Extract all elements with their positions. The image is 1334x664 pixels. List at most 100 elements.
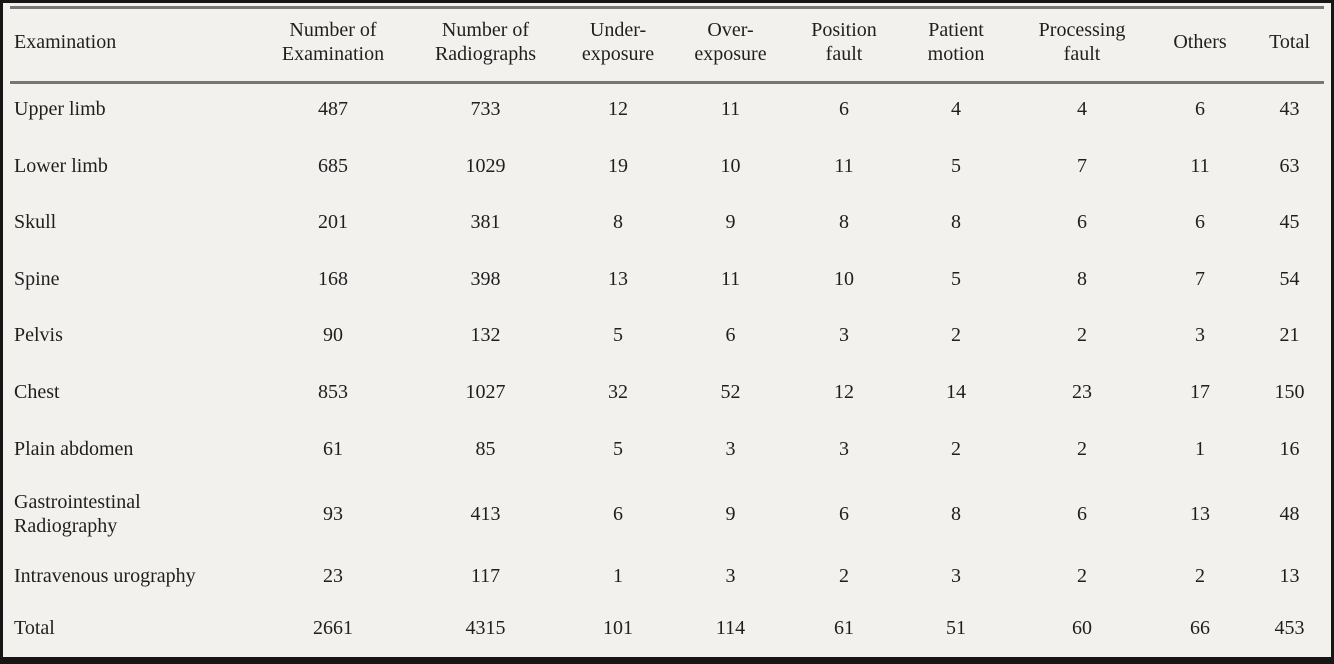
table-cell: 10 <box>720 154 741 177</box>
table-cell: 3 <box>725 564 736 587</box>
row-label: Lower limb <box>14 154 108 177</box>
table-cell: 1 <box>613 564 623 587</box>
table-cell: 13 <box>1190 503 1210 526</box>
table-cell: 2 <box>951 324 961 347</box>
table-cell: 7 <box>1195 267 1205 290</box>
table-cell: 487 <box>318 98 348 121</box>
table-cell: 6 <box>839 503 849 526</box>
row-label: Total <box>14 617 55 640</box>
table-cell: 11 <box>1190 154 1210 177</box>
table-cell: 114 <box>715 617 746 640</box>
table-cell: 2 <box>1195 564 1205 587</box>
table-cell: 63 <box>1279 154 1300 177</box>
table-cell: 13 <box>1279 564 1300 587</box>
row-label: Chest <box>14 380 60 403</box>
column-header-5: Position fault <box>811 18 877 65</box>
table-row: Spine 168 398 13 11 10 5 8 7 54 <box>3 251 1331 308</box>
table-cell: 4315 <box>465 617 506 640</box>
table-cell: 4 <box>951 98 961 121</box>
row-label: Upper limb <box>14 98 106 121</box>
table-cell: 11 <box>720 267 741 290</box>
table-cell: 413 <box>470 503 501 526</box>
table-cell: 3 <box>725 437 736 460</box>
table-cell: 2 <box>1077 564 1087 587</box>
table-row: Plain abdomen 61 85 5 3 3 2 2 1 16 <box>3 420 1331 477</box>
table-cell: 853 <box>318 380 348 403</box>
table-cell: 45 <box>1279 211 1300 234</box>
table-row: Skull 201 381 8 9 8 8 6 6 45 <box>3 194 1331 251</box>
column-header-0: Examination <box>14 30 117 53</box>
table-cell: 733 <box>470 98 501 121</box>
table-cell: 1 <box>1195 437 1205 460</box>
table-cell: 4 <box>1077 98 1087 121</box>
table-cell: 17 <box>1190 380 1210 403</box>
column-header-3: Under- exposure <box>581 18 655 65</box>
table-cell: 8 <box>1077 267 1087 290</box>
table-cell: 1027 <box>465 380 506 403</box>
table-cell: 52 <box>720 380 741 403</box>
table-cell: 13 <box>608 267 628 290</box>
table-cell: 7 <box>1077 154 1087 177</box>
table-cell: 32 <box>608 380 628 403</box>
table-cell: 61 <box>323 437 343 460</box>
table-cell: 23 <box>1072 380 1092 403</box>
table-cell: 8 <box>951 211 961 234</box>
table-cell: 101 <box>603 617 633 640</box>
table-cell: 9 <box>725 503 736 526</box>
table-cell: 398 <box>470 267 501 290</box>
table-cell: 8 <box>839 211 849 234</box>
radiograph-reject-analysis-table: Examination Number of Examination Number o… <box>3 3 1331 657</box>
table-cell: 61 <box>834 617 854 640</box>
table-cell: 8 <box>613 211 623 234</box>
row-label: Pelvis <box>14 324 63 347</box>
table-cell: 66 <box>1190 617 1210 640</box>
table-row: Pelvis 90 132 5 6 3 2 2 3 21 <box>3 307 1331 364</box>
table-cell: 10 <box>834 267 854 290</box>
table-row: Intravenous urography 23 117 1 3 2 3 2 2 13 <box>3 552 1331 601</box>
table-top-rule <box>10 6 1324 9</box>
table-cell: 2661 <box>313 617 353 640</box>
column-header-4: Over- exposure <box>694 18 767 65</box>
table-cell: 60 <box>1072 617 1092 640</box>
table-header: Examination Number of Examination Number o… <box>3 3 1331 81</box>
table-cell: 8 <box>951 503 961 526</box>
table-cell: 3 <box>839 437 849 460</box>
table-cell: 48 <box>1279 503 1300 526</box>
table-row: Lower limb 685 1029 19 10 11 5 7 11 63 <box>3 138 1331 195</box>
table-cell: 5 <box>951 267 961 290</box>
table-cell: 51 <box>946 617 966 640</box>
row-label: Gastrointestinal Radiography <box>14 491 141 538</box>
table-cell: 54 <box>1279 267 1300 290</box>
table-cell: 168 <box>318 267 348 290</box>
table-cell: 117 <box>470 564 501 587</box>
table-cell: 3 <box>1195 324 1205 347</box>
column-header-8: Others <box>1173 30 1227 53</box>
table-cell: 6 <box>613 503 623 526</box>
table-cell: 150 <box>1274 380 1305 403</box>
table-cell: 6 <box>1077 211 1087 234</box>
table-cell: 5 <box>613 324 623 347</box>
table-cell: 3 <box>839 324 849 347</box>
row-label: Plain abdomen <box>14 437 134 460</box>
table-cell: 90 <box>323 324 343 347</box>
table-cell: 23 <box>323 564 343 587</box>
table-cell: 381 <box>470 211 501 234</box>
column-header-2: Number of Radiographs <box>434 18 537 65</box>
row-label: Skull <box>14 211 57 234</box>
table-cell: 12 <box>608 98 628 121</box>
table-cell: 93 <box>323 503 343 526</box>
table-cell: 14 <box>946 380 966 403</box>
table-cell: 5 <box>613 437 623 460</box>
table-cell: 85 <box>475 437 496 460</box>
table-cell: 453 <box>1274 617 1305 640</box>
table-cell: 43 <box>1279 98 1300 121</box>
table-body: Upper limb 487 733 12 11 6 4 4 6 43 Lower limb 685 1… <box>3 81 1331 657</box>
table-cell: 6 <box>1195 98 1205 121</box>
table-cell: 19 <box>608 154 628 177</box>
table-cell: 12 <box>834 380 854 403</box>
table-cell: 11 <box>720 98 741 121</box>
table-cell: 685 <box>318 154 348 177</box>
table-cell: 201 <box>318 211 348 234</box>
table-cell: 16 <box>1279 437 1300 460</box>
table-cell: 6 <box>1195 211 1205 234</box>
